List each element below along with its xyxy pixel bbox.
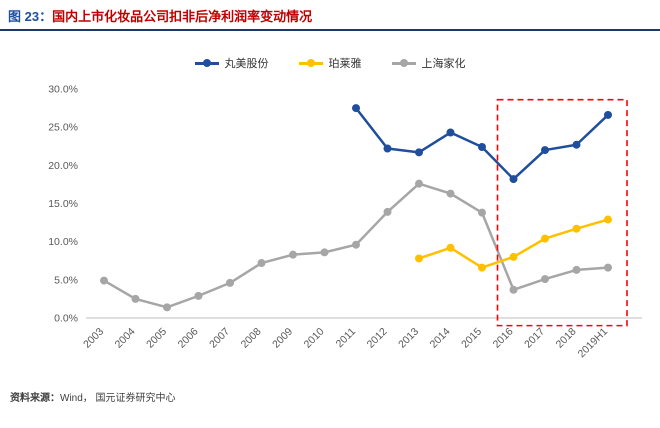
data-point-丸美股份 bbox=[572, 140, 581, 149]
data-point-珀莱雅 bbox=[478, 263, 486, 272]
figure-title: 国内上市化妆品公司扣非后净利润率变动情况 bbox=[52, 9, 313, 24]
data-point-上海家化 bbox=[541, 275, 549, 284]
x-tick-label: 2006 bbox=[176, 326, 201, 351]
data-point-珀莱雅 bbox=[415, 254, 423, 263]
data-point-上海家化 bbox=[383, 207, 392, 216]
y-tick-label: 20.0% bbox=[48, 160, 78, 172]
data-point-丸美股份 bbox=[541, 146, 549, 155]
figure-header: 图 23：国内上市化妆品公司扣非后净利润率变动情况 bbox=[0, 0, 660, 28]
x-tick-label: 2007 bbox=[207, 326, 232, 351]
x-tick-label: 2019H1 bbox=[576, 326, 611, 361]
y-tick-label: 0.0% bbox=[54, 313, 78, 325]
x-tick-label: 2004 bbox=[113, 326, 138, 351]
legend-label: 珀莱雅 bbox=[328, 58, 362, 70]
legend-item-珀莱雅: 珀莱雅 bbox=[298, 55, 362, 71]
x-tick-label: 2011 bbox=[334, 326, 359, 351]
data-point-丸美股份 bbox=[604, 110, 612, 119]
x-tick-label: 2016 bbox=[491, 326, 516, 351]
data-point-珀莱雅 bbox=[509, 252, 518, 261]
x-tick-label: 2018 bbox=[554, 326, 579, 351]
legend-dot-marker bbox=[202, 59, 211, 67]
x-tick-label: 2005 bbox=[144, 326, 169, 351]
data-point-珀莱雅 bbox=[604, 215, 612, 224]
data-point-上海家化 bbox=[163, 303, 171, 312]
x-tick-label: 2010 bbox=[302, 326, 327, 351]
legend-item-上海家化: 上海家化 bbox=[391, 55, 466, 71]
y-tick-label: 30.0% bbox=[48, 84, 78, 96]
data-point-上海家化 bbox=[572, 265, 581, 274]
legend-line-marker bbox=[391, 59, 416, 67]
figure-number: 图 23： bbox=[8, 9, 53, 24]
legend-dot-marker bbox=[399, 59, 408, 67]
data-point-上海家化 bbox=[509, 285, 518, 294]
source-note: 资料来源：Wind， 国元证券研究中心 bbox=[0, 389, 660, 404]
x-tick-label: 2014 bbox=[428, 326, 453, 351]
legend-label: 丸美股份 bbox=[224, 58, 269, 70]
data-point-丸美股份 bbox=[478, 143, 486, 152]
legend-line-marker bbox=[298, 59, 323, 67]
data-point-上海家化 bbox=[415, 179, 423, 188]
line-chart: 0.0% 5.0% 10.0% 15.0% 20.0% 25.0% 30.0% 2003 200… bbox=[48, 84, 642, 361]
data-point-珀莱雅 bbox=[572, 224, 581, 233]
data-point-丸美股份 bbox=[509, 175, 518, 184]
data-point-上海家化 bbox=[226, 278, 234, 287]
header-divider bbox=[0, 29, 660, 31]
data-point-珀莱雅 bbox=[541, 234, 549, 243]
x-tick-label: 2008 bbox=[239, 326, 264, 351]
data-point-上海家化 bbox=[100, 276, 108, 285]
legend-dot-marker bbox=[306, 59, 315, 67]
y-tick-label: 15.0% bbox=[48, 198, 78, 210]
data-point-上海家化 bbox=[289, 250, 297, 259]
x-tick-label: 2015 bbox=[459, 326, 484, 351]
x-tick-label: 2012 bbox=[365, 326, 390, 351]
data-point-上海家化 bbox=[478, 208, 486, 217]
source-label: 资料来源： bbox=[10, 393, 60, 404]
data-point-丸美股份 bbox=[446, 128, 455, 137]
y-tick-label: 5.0% bbox=[54, 274, 78, 286]
data-point-丸美股份 bbox=[415, 148, 423, 157]
data-point-丸美股份 bbox=[352, 104, 360, 113]
data-point-上海家化 bbox=[257, 259, 266, 268]
data-point-上海家化 bbox=[352, 240, 360, 249]
data-point-上海家化 bbox=[604, 263, 612, 272]
data-point-上海家化 bbox=[446, 189, 455, 198]
data-point-上海家化 bbox=[131, 294, 140, 303]
x-tick-label: 2013 bbox=[396, 326, 421, 351]
x-tick-label: 2009 bbox=[270, 326, 295, 351]
legend-label: 上海家化 bbox=[421, 58, 466, 70]
chart-legend: 丸美股份 珀莱雅 上海家化 bbox=[0, 55, 660, 71]
legend-item-丸美股份: 丸美股份 bbox=[194, 55, 269, 71]
y-tick-label: 10.0% bbox=[48, 236, 78, 248]
legend-line-marker bbox=[194, 59, 219, 67]
data-point-珀莱雅 bbox=[446, 243, 455, 252]
y-tick-label: 25.0% bbox=[48, 122, 78, 134]
data-point-上海家化 bbox=[320, 248, 329, 257]
source-text: Wind， 国元证券研究中心 bbox=[60, 393, 176, 404]
data-point-上海家化 bbox=[194, 291, 203, 300]
x-tick-label: 2003 bbox=[81, 326, 106, 351]
x-tick-label: 2017 bbox=[522, 326, 547, 351]
highlight-box bbox=[496, 98, 628, 327]
data-point-丸美股份 bbox=[383, 144, 392, 153]
